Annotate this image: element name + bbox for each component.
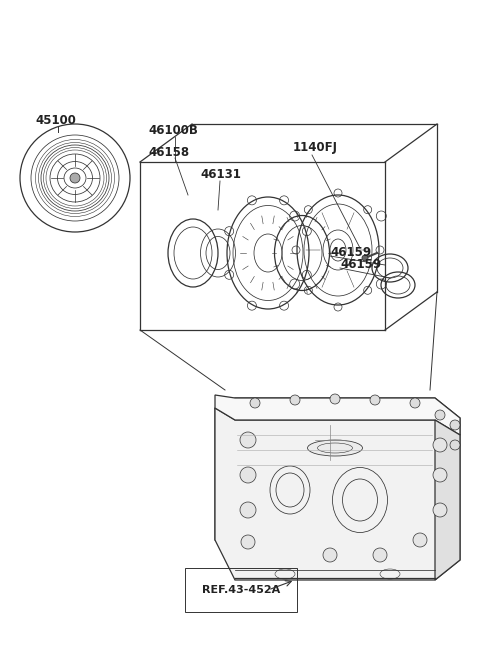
Circle shape — [330, 394, 340, 404]
Circle shape — [413, 533, 427, 547]
Text: 1140FJ: 1140FJ — [293, 142, 338, 155]
Polygon shape — [215, 408, 460, 580]
Circle shape — [240, 502, 256, 518]
Text: 46131: 46131 — [200, 169, 241, 182]
Circle shape — [450, 440, 460, 450]
Text: REF.43-452A: REF.43-452A — [202, 585, 280, 595]
Circle shape — [241, 535, 255, 549]
Polygon shape — [435, 420, 460, 580]
Text: 46100B: 46100B — [148, 123, 198, 136]
Circle shape — [373, 548, 387, 562]
Text: 45100: 45100 — [35, 113, 76, 127]
Circle shape — [290, 395, 300, 405]
Text: 46159: 46159 — [340, 258, 381, 272]
Polygon shape — [215, 395, 460, 435]
Circle shape — [362, 255, 368, 261]
Text: 46158: 46158 — [148, 146, 189, 159]
Circle shape — [433, 438, 447, 452]
Polygon shape — [215, 408, 235, 555]
Circle shape — [435, 410, 445, 420]
Ellipse shape — [308, 440, 362, 456]
Circle shape — [433, 503, 447, 517]
Circle shape — [450, 420, 460, 430]
Circle shape — [250, 398, 260, 408]
Ellipse shape — [70, 173, 80, 183]
Circle shape — [410, 398, 420, 408]
Circle shape — [323, 548, 337, 562]
Circle shape — [433, 468, 447, 482]
Circle shape — [240, 432, 256, 448]
Polygon shape — [215, 398, 460, 435]
Text: 46159: 46159 — [330, 245, 371, 258]
Circle shape — [370, 395, 380, 405]
Circle shape — [240, 467, 256, 483]
